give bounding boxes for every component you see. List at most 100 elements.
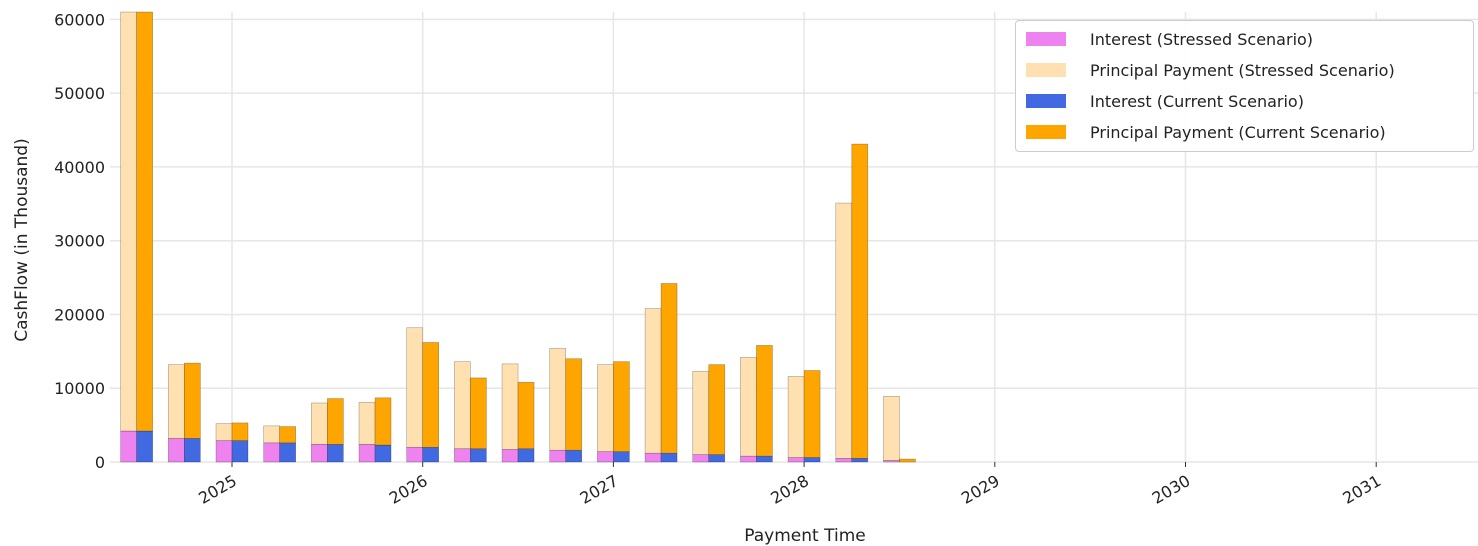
bar-segment [517,448,535,463]
legend-item-interest-stressed: Interest (Stressed Scenario) [1026,27,1313,51]
bar-segment [215,423,233,441]
bar-segment [231,440,249,463]
x-tick-label: 2025 [195,471,240,508]
bar-segment [549,348,567,451]
bar-segment [184,362,201,439]
x-tick-label: 2027 [577,471,622,508]
bar-segment [263,442,280,463]
x-tick-label: 2030 [1149,471,1194,508]
x-axis-ticks: 2025 2026 2027 2028 2029 2030 2031 [195,462,1384,508]
y-tick-label: 60000 [54,10,105,29]
bar-segment [120,430,137,463]
bar-segment [803,370,821,458]
bar-segment [168,438,185,463]
bar-segment [708,364,726,455]
bar-segment [708,454,726,463]
legend-label: Principal Payment (Current Scenario) [1090,122,1386,142]
bar-segment [120,11,137,432]
legend-label: Interest (Stressed Scenario) [1090,29,1314,49]
bar-segment [613,451,630,463]
y-axis-label: CashFlow (in Thousand) [12,138,32,341]
bar-segment [740,455,757,463]
bar-segment [406,327,424,448]
bar-segment [644,452,662,463]
x-tick-label: 2031 [1339,471,1384,508]
y-axis-ticks: 0 10000 20000 30000 40000 50000 60000 [54,10,105,472]
bar-segment [692,454,710,463]
legend-item-interest-current: Interest (Current Scenario) [1026,89,1304,113]
x-tick-label: 2029 [958,471,1003,508]
bar-segment [565,358,583,451]
bar-segment [613,361,630,452]
bar-segment [454,448,471,463]
y-tick-label: 20000 [54,305,105,324]
bar-segment [899,458,916,463]
legend-label: Interest (Current Scenario) [1090,91,1304,111]
bar-segment [358,401,376,445]
bar-segment [215,440,233,463]
legend: Interest (Stressed Scenario) Principal P… [1015,20,1474,152]
x-tick-label: 2028 [767,471,812,508]
bar-segment [756,345,773,457]
x-tick-label: 2026 [386,471,431,508]
bar-segment [263,425,280,444]
bar-segment [279,442,296,463]
bars [120,11,916,463]
bar-segment [406,446,424,463]
bar-segment [501,363,519,450]
legend-label: Principal Payment (Stressed Scenario) [1090,60,1395,80]
bar-segment [597,451,614,463]
bar-segment [327,443,344,463]
bar-segment [374,444,392,463]
legend-swatch [1026,32,1066,46]
bar-segment [660,452,678,463]
bar-segment [851,458,869,463]
bar-segment [692,370,710,455]
bar-segment [565,449,583,463]
bar-segment [136,11,153,432]
bar-segment [660,283,678,454]
bar-segment [327,398,344,445]
bar-segment [184,438,201,463]
bar-segment [756,455,773,463]
bar-segment [644,308,662,454]
bar-segment [136,430,153,463]
bar-segment [597,364,614,452]
legend-item-principal-stressed: Principal Payment (Stressed Scenario) [1026,58,1395,82]
y-tick-label: 10000 [54,379,105,398]
bar-segment [851,143,869,459]
bar-segment [454,361,471,450]
bar-segment [549,449,567,463]
bar-segment [501,449,519,463]
y-tick-label: 40000 [54,158,105,177]
x-axis-label: Payment Time [744,526,865,546]
bar-segment [883,396,900,461]
legend-swatch [1026,94,1066,108]
bar-segment [835,458,853,463]
bar-segment [470,377,487,450]
y-tick-label: 50000 [54,84,105,103]
bar-segment [835,202,853,459]
bar-segment [374,397,392,446]
bar-segment [311,402,328,445]
bar-segment [517,382,535,450]
bar-segment [422,342,440,448]
bar-segment [311,443,328,463]
bar-segment [740,356,757,457]
bar-segment [787,376,805,458]
bar-segment [279,426,296,444]
bar-segment [168,364,185,439]
bar-segment [803,457,821,463]
legend-swatch [1026,63,1066,77]
bar-segment [787,457,805,463]
y-tick-label: 30000 [54,232,105,251]
legend-item-principal-current: Principal Payment (Current Scenario) [1026,120,1386,144]
y-tick-label: 0 [95,453,105,472]
bar-segment [358,443,376,463]
bar-segment [470,448,487,463]
bar-segment [422,446,440,463]
legend-swatch [1026,125,1066,139]
grid-lines [110,12,1478,463]
bar-segment [231,422,249,441]
